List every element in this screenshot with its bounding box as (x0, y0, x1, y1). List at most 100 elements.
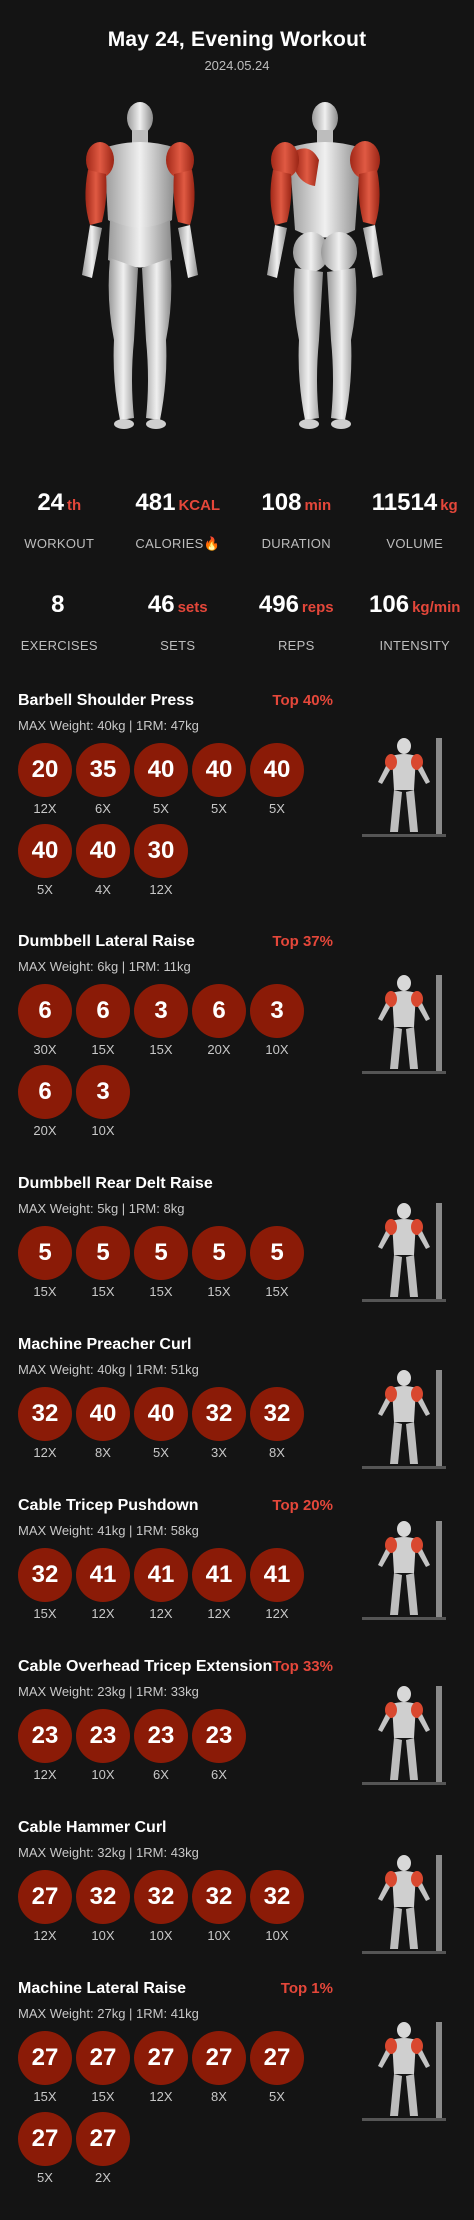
stat-reps: 496 reps REPS (237, 590, 356, 653)
set-item: 40 8X (74, 1387, 132, 1460)
set-item: 27 12X (132, 2031, 190, 2104)
stat-unit: reps (301, 599, 334, 616)
set-reps: 5X (37, 2170, 53, 2185)
set-reps: 6X (153, 1767, 169, 1782)
set-item: 35 6X (74, 743, 132, 816)
set-weight-circle: 40 (134, 1387, 188, 1441)
set-item: 23 12X (16, 1709, 74, 1782)
stat-label: WORKOUT (24, 536, 95, 551)
page-title: May 24, Evening Workout (107, 28, 367, 51)
set-reps: 15X (33, 1284, 57, 1299)
exercise-card[interactable]: Machine Preacher Curl MAX Weight: 40kg | … (0, 1336, 474, 1469)
stat-value: 108 (261, 489, 302, 516)
exercise-card[interactable]: Dumbbell Lateral Raise Top 37% MAX Weight:… (0, 933, 474, 1146)
set-list: 27 15X 27 15X 27 12X 27 8X 27 5X 27 5X 27 2X (16, 2031, 316, 2193)
set-weight-circle: 23 (18, 1709, 72, 1763)
set-item: 41 12X (74, 1548, 132, 1621)
set-reps: 15X (207, 1284, 231, 1299)
set-weight-circle: 41 (76, 1548, 130, 1602)
set-reps: 15X (91, 1284, 115, 1299)
set-reps: 10X (91, 1928, 115, 1943)
stat-sets: 46 sets SETS (119, 590, 238, 653)
set-reps: 15X (33, 1606, 57, 1621)
exercise-card[interactable]: Cable Overhead Tricep Extension Top 33% MA… (0, 1658, 474, 1790)
rear-delt-icon (362, 1203, 446, 1302)
set-item: 40 4X (74, 824, 132, 897)
exercise-header: Dumbbell Lateral Raise Top 37% (0, 933, 474, 955)
set-weight-circle: 6 (18, 1065, 72, 1119)
set-reps: 2X (95, 2170, 111, 2185)
set-list: 27 12X 32 10X 32 10X 32 10X 32 10X (16, 1870, 316, 1951)
set-item: 40 5X (132, 1387, 190, 1460)
set-item: 41 12X (248, 1548, 306, 1621)
exercise-name: Cable Hammer Curl (18, 1819, 167, 1836)
set-reps: 6X (211, 1767, 227, 1782)
exercise-rank-badge: Top 1% (280, 1980, 333, 1997)
stat-value: 24 (37, 489, 65, 516)
back-body-figure (267, 102, 383, 429)
set-weight-circle: 6 (18, 984, 72, 1038)
set-item: 32 12X (16, 1387, 74, 1460)
set-reps: 12X (149, 882, 173, 897)
stat-label: VOLUME (386, 536, 444, 551)
set-reps: 12X (149, 2089, 173, 2104)
set-weight-circle: 3 (76, 1065, 130, 1119)
set-reps: 12X (33, 801, 57, 816)
exercise-card[interactable]: Cable Hammer Curl MAX Weight: 32kg | 1RM:… (0, 1819, 474, 1954)
set-item: 27 15X (74, 2031, 132, 2104)
exercise-card[interactable]: Barbell Shoulder Press Top 40% MAX Weight:… (0, 692, 474, 905)
set-list: 5 15X 5 15X 5 15X 5 15X 5 15X (16, 1226, 316, 1307)
stat-unit: th (67, 497, 82, 514)
set-reps: 30X (33, 1042, 57, 1057)
set-reps: 10X (265, 1042, 289, 1057)
exercise-header: Cable Tricep Pushdown Top 20% (0, 1497, 474, 1519)
muscle-map (82, 102, 383, 429)
set-weight-circle: 41 (250, 1548, 304, 1602)
exercise-header: Machine Lateral Raise Top 1% (0, 1980, 474, 2002)
set-reps: 8X (211, 2089, 227, 2104)
exercise-name: Machine Preacher Curl (18, 1336, 192, 1353)
set-reps: 12X (91, 1606, 115, 1621)
stat-label: CALORIES🔥 (135, 536, 221, 551)
exercise-header: Barbell Shoulder Press Top 40% (0, 692, 474, 714)
stat-value: 8 (51, 591, 65, 618)
machine-lateral-icon (362, 2022, 446, 2121)
set-weight-circle: 27 (250, 2031, 304, 2085)
header: May 24, Evening Workout 2024.05.24 (0, 28, 474, 73)
set-reps: 5X (37, 882, 53, 897)
exercise-card[interactable]: Cable Tricep Pushdown Top 20% MAX Weight: … (0, 1497, 474, 1629)
set-item: 40 5X (132, 743, 190, 816)
set-item: 5 15X (248, 1226, 306, 1299)
set-item: 40 5X (190, 743, 248, 816)
dumbbell-lateral-icon (362, 975, 446, 1074)
set-reps: 12X (33, 1445, 57, 1460)
exercise-card[interactable]: Dumbbell Rear Delt Raise MAX Weight: 5kg … (0, 1175, 474, 1307)
set-reps: 5X (153, 1445, 169, 1460)
exercise-name: Machine Lateral Raise (18, 1980, 187, 1997)
set-list: 32 15X 41 12X 41 12X 41 12X 41 12X (16, 1548, 316, 1629)
stat-value: 481 (135, 489, 176, 516)
set-reps: 5X (269, 2089, 285, 2104)
exercise-card[interactable]: Machine Lateral Raise Top 1% MAX Weight: 2… (0, 1980, 474, 2193)
exercise-max-weight: MAX Weight: 32kg | 1RM: 43kg (18, 1845, 199, 1860)
set-weight-circle: 40 (192, 743, 246, 797)
set-item: 32 15X (16, 1548, 74, 1621)
preacher-curl-icon (362, 1370, 446, 1469)
set-item: 23 6X (190, 1709, 248, 1782)
set-item: 32 10X (74, 1870, 132, 1943)
set-weight-circle: 23 (192, 1709, 246, 1763)
set-item: 27 8X (190, 2031, 248, 2104)
set-weight-circle: 3 (250, 984, 304, 1038)
set-weight-circle: 32 (76, 1870, 130, 1924)
stat-unit: sets (177, 599, 208, 616)
set-item: 27 5X (248, 2031, 306, 2104)
exercise-max-weight: MAX Weight: 40kg | 1RM: 51kg (18, 1362, 199, 1377)
tricep-pushdown-icon (362, 1521, 446, 1620)
stat-unit: min (304, 497, 332, 514)
set-reps: 10X (91, 1123, 115, 1138)
set-reps: 15X (149, 1284, 173, 1299)
exercise-name: Cable Tricep Pushdown (18, 1497, 199, 1514)
set-item: 41 12X (132, 1548, 190, 1621)
set-reps: 10X (149, 1928, 173, 1943)
set-weight-circle: 5 (76, 1226, 130, 1280)
